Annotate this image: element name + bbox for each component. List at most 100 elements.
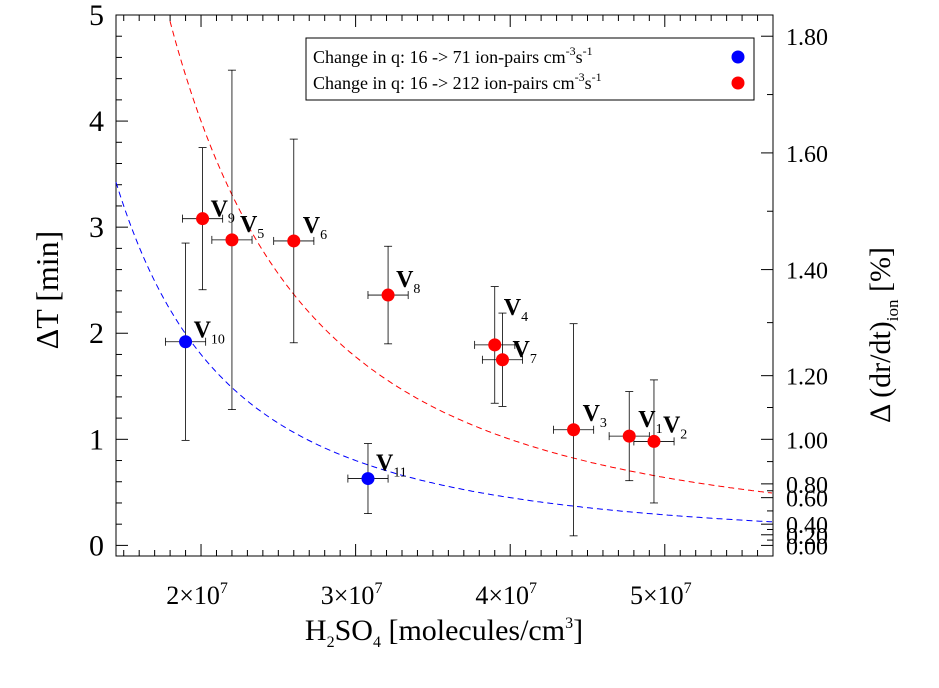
x-tick-exponent: 7 xyxy=(374,580,382,597)
x-tick-mantissa: 4×10 xyxy=(475,581,529,610)
x-tick-mantissa: 2×10 xyxy=(166,581,220,610)
y-right-tick-label: 1.60 xyxy=(786,142,828,168)
point-label-v5: V5 xyxy=(240,212,264,242)
point-label-v10: V10 xyxy=(194,318,225,348)
point-label-main: V xyxy=(512,337,530,363)
x-tick-label: 3×107 xyxy=(321,580,383,610)
y-right-title-part: Δ (dr/dt) xyxy=(864,321,897,423)
data-point-v3 xyxy=(567,423,581,437)
x-tick-mantissa: 3×10 xyxy=(321,581,375,610)
x-title-part: [molecules/cm xyxy=(381,614,565,647)
legend-box xyxy=(305,37,755,101)
legend-text-main: Change in q: 16 -> 71 ion-pairs cm xyxy=(313,47,566,67)
y-tick-label: 1 xyxy=(89,423,104,456)
point-label-v3: V3 xyxy=(583,401,607,431)
x-title-part: H xyxy=(305,614,327,647)
point-label-sub: 8 xyxy=(413,282,420,297)
y-tick-label: 3 xyxy=(89,211,104,244)
point-label-main: V xyxy=(504,295,522,321)
point-label-main: V xyxy=(663,412,681,438)
legend-text-main: Change in q: 16 -> 212 ion-pairs cm xyxy=(313,73,575,93)
x-tick-mantissa: 5×10 xyxy=(630,581,684,610)
data-point-v11 xyxy=(361,472,375,486)
point-label-main: V xyxy=(638,407,656,433)
point-label-sub: 5 xyxy=(257,227,264,242)
x-tick-label: 4×107 xyxy=(475,580,537,610)
x-title-sup: 3 xyxy=(565,615,573,632)
y-tick-label: 4 xyxy=(89,105,104,138)
point-label-v7: V7 xyxy=(512,337,536,367)
y-right-tick-label: 0.20 xyxy=(786,524,828,550)
point-label-main: V xyxy=(211,197,229,223)
data-point-v8 xyxy=(381,288,395,302)
point-label-main: V xyxy=(583,401,601,427)
point-label-sub: 3 xyxy=(600,416,607,431)
x-axis-title: H2SO4 [molecules/cm3] xyxy=(305,614,583,651)
x-tick-exponent: 7 xyxy=(529,580,537,597)
legend: Change in q: 16 -> 71 ion-pairs cm-3s-1C… xyxy=(305,37,755,101)
data-point-v1 xyxy=(622,429,636,443)
y-right-tick-label: 0.80 xyxy=(786,473,828,499)
axis-titles: H2SO4 [molecules/cm3] ΔT [min] Δ (dr/dt)io… xyxy=(29,231,902,651)
point-label-v9: V9 xyxy=(211,197,235,227)
y-right-title-sub: ion xyxy=(883,299,902,321)
legend-sup: -3 xyxy=(575,70,585,84)
fit-curves xyxy=(115,20,773,523)
axes-layer: 2×107 3×107 4×107 5×1070123450.000.200.400.… xyxy=(89,0,828,610)
point-label-sub: 4 xyxy=(521,310,528,325)
point-label-v4: V4 xyxy=(504,295,528,325)
legend-entry-text: Change in q: 16 -> 71 ion-pairs cm-3s-1 xyxy=(313,44,593,67)
point-label-sub: 7 xyxy=(530,352,537,367)
point-label-main: V xyxy=(240,212,258,238)
y-tick-label: 5 xyxy=(89,0,104,32)
x-tick-exponent: 7 xyxy=(684,580,692,597)
legend-sup: -1 xyxy=(592,70,602,84)
data-point-v9 xyxy=(196,212,210,226)
point-label-sub: 11 xyxy=(393,466,406,481)
legend-text-mid: s xyxy=(576,47,583,67)
y-right-tick-label: 1.40 xyxy=(786,259,828,285)
x-tick-exponent: 7 xyxy=(220,580,228,597)
legend-sup: -3 xyxy=(566,44,576,58)
y-axis-title-left: ΔT [min] xyxy=(29,231,65,350)
data-point-v10 xyxy=(179,335,193,349)
data-point-v7 xyxy=(495,353,509,367)
data-point-v2 xyxy=(647,434,661,448)
x-title-sub: 2 xyxy=(327,634,335,651)
x-title-part: ] xyxy=(573,614,583,647)
point-label-v2: V2 xyxy=(663,412,687,442)
fit-curve-1 xyxy=(115,181,773,523)
y-right-tick-label: 0.00 xyxy=(786,534,828,560)
point-label-main: V xyxy=(376,451,394,477)
data-points xyxy=(179,212,661,486)
y-tick-label: 0 xyxy=(89,529,104,562)
fit-curve-2 xyxy=(169,20,773,494)
data-point-v6 xyxy=(287,234,301,248)
point-label-sub: 10 xyxy=(211,333,225,348)
data-point-v4 xyxy=(488,338,502,352)
point-label-v8: V8 xyxy=(396,267,420,297)
legend-marker xyxy=(731,76,745,90)
x-title-sub: 4 xyxy=(373,634,381,651)
y-right-tick-label: 0.60 xyxy=(786,487,828,513)
point-label-sub: 6 xyxy=(320,228,327,243)
y-right-tick-label: 1.80 xyxy=(786,25,828,51)
point-label-v6: V6 xyxy=(303,213,327,243)
y-tick-label: 2 xyxy=(89,317,104,350)
y-axis-title-right: Δ (dr/dt)ion [%] xyxy=(864,247,902,423)
legend-text-mid: s xyxy=(585,73,592,93)
legend-marker xyxy=(731,50,745,64)
point-label-main: V xyxy=(396,267,414,293)
y-right-title-part: [%] xyxy=(864,247,897,299)
y-right-tick-label: 1.00 xyxy=(786,428,828,454)
legend-sup: -1 xyxy=(583,44,593,58)
x-tick-label: 2×107 xyxy=(166,580,228,610)
point-label-main: V xyxy=(194,318,212,344)
point-label-v11: V11 xyxy=(376,451,407,481)
legend-entry-text: Change in q: 16 -> 212 ion-pairs cm-3s-1 xyxy=(313,70,602,93)
y-right-tick-label: 0.40 xyxy=(786,513,828,539)
point-label-sub: 1 xyxy=(656,422,663,437)
point-label-main: V xyxy=(303,213,321,239)
